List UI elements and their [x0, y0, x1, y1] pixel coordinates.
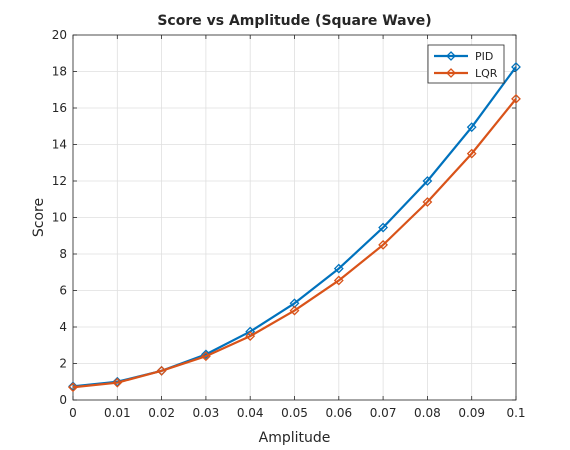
y-tick-label: 16	[52, 101, 67, 115]
legend-item-lqr: LQR	[434, 67, 498, 80]
y-axis-label: Score	[31, 198, 47, 237]
legend-swatch-marker	[446, 51, 456, 61]
legend-box	[427, 44, 505, 84]
series-layer	[68, 62, 521, 393]
series-lqr	[68, 93, 521, 393]
x-axis-label: Amplitude	[259, 430, 331, 446]
data-point-pid	[466, 122, 477, 133]
data-point-lqr	[200, 351, 211, 362]
y-tick-label: 8	[59, 247, 67, 261]
x-tick-label: 0.03	[193, 406, 220, 420]
y-tick-label: 12	[52, 174, 67, 188]
legend-label: PID	[475, 50, 493, 63]
chart-title: Score vs Amplitude (Square Wave)	[157, 13, 431, 29]
legend: PID LQR	[427, 44, 505, 84]
y-tick-label: 18	[52, 65, 67, 79]
ticks: 0 0.01 0.02 0.03 0.04 0.05 0.06 0.07 0.08 0.09 0.1…	[52, 28, 526, 420]
data-point-pid	[333, 263, 344, 274]
data-point-lqr	[112, 377, 123, 388]
y-tick-label: 6	[59, 284, 67, 298]
data-point-pid	[511, 62, 521, 72]
x-tick-label: 0.04	[237, 406, 264, 420]
data-point-pid	[378, 222, 389, 233]
x-tick-label: 0.01	[104, 406, 131, 420]
legend-item-pid: PID	[434, 50, 493, 63]
y-tick-label: 0	[59, 393, 67, 407]
data-point-lqr	[68, 382, 78, 393]
axes	[72, 34, 517, 401]
data-point-pid	[422, 176, 433, 186]
data-point-pid	[200, 349, 211, 360]
y-tick-label: 10	[52, 211, 67, 225]
data-point-lqr	[511, 93, 521, 104]
data-point-lqr	[422, 197, 433, 207]
x-tick-label: 0.07	[370, 406, 397, 420]
series-line-lqr	[72, 98, 517, 389]
data-point-lqr	[289, 305, 300, 316]
x-tick-label: 0.1	[506, 406, 525, 420]
data-point-lqr	[333, 275, 344, 286]
data-point-lqr	[466, 148, 477, 159]
y-tick-label: 14	[52, 138, 67, 152]
data-point-lqr	[156, 365, 167, 376]
x-tick-label: 0.08	[414, 406, 441, 420]
legend-label: LQR	[475, 67, 498, 80]
legend-swatch-marker	[446, 68, 456, 78]
x-tick-label: 0	[69, 406, 77, 420]
y-tick-label: 4	[59, 320, 67, 334]
y-tick-label: 20	[52, 28, 67, 42]
x-tick-label: 0.02	[148, 406, 175, 420]
data-point-lqr	[245, 331, 256, 342]
x-tick-label: 0.05	[281, 406, 308, 420]
x-tick-label: 0.06	[325, 406, 352, 420]
data-point-lqr	[378, 239, 389, 250]
x-tick-label: 0.09	[458, 406, 485, 420]
y-tick-label: 2	[59, 357, 67, 371]
